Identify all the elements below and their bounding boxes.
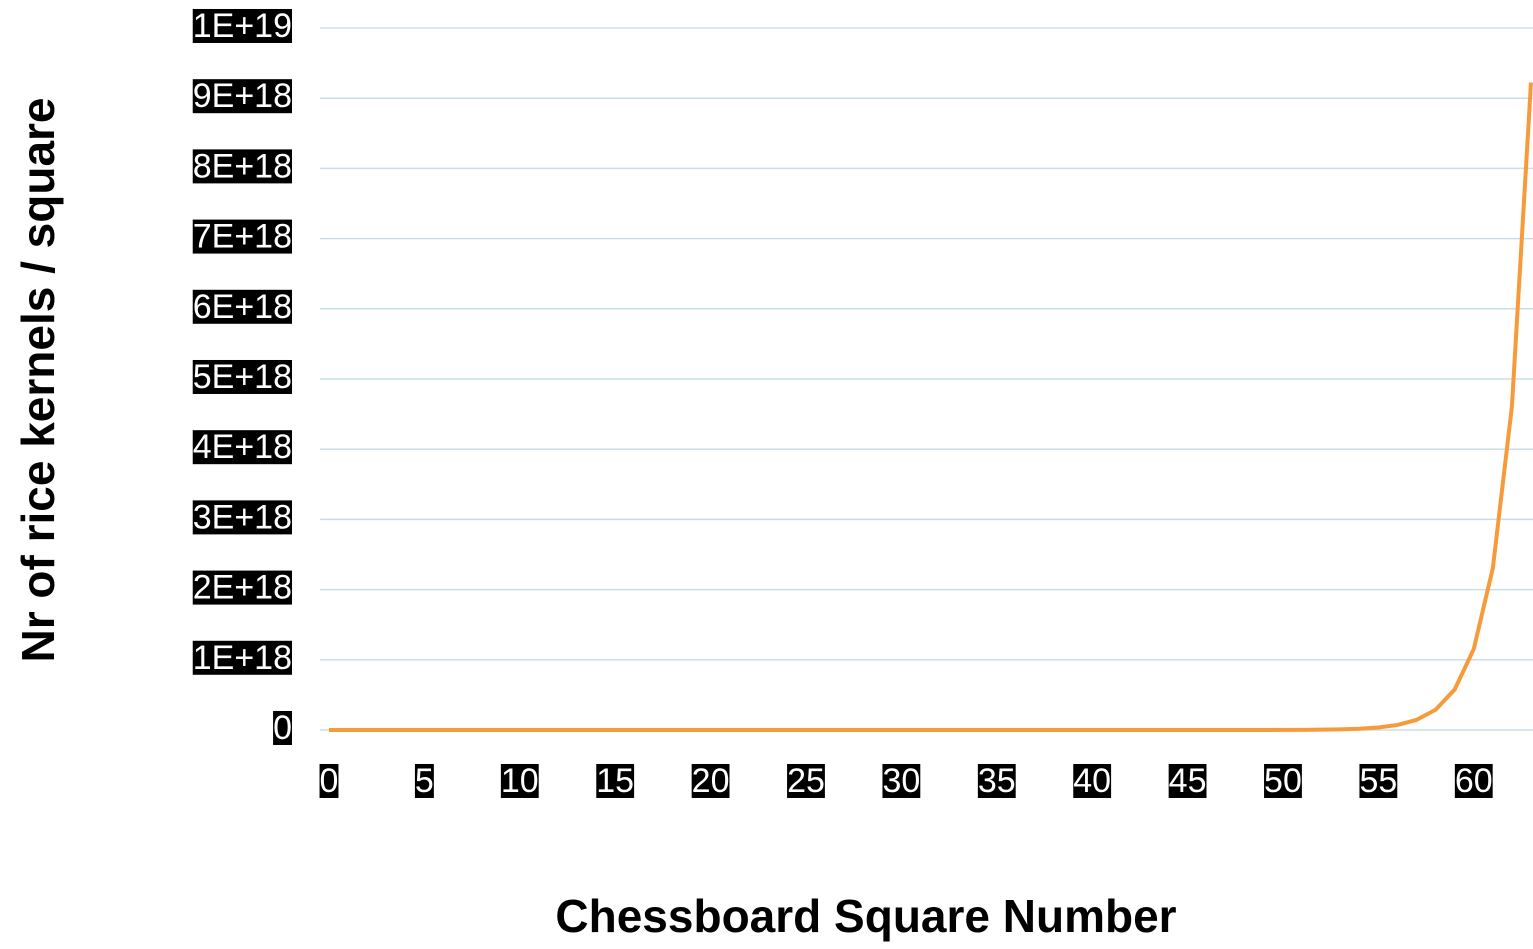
y-tick-label: 5E+18 xyxy=(193,358,292,396)
x-tick-label: 25 xyxy=(787,762,825,800)
y-tick-label-bg xyxy=(192,8,292,43)
y-tick-label: 1E+19 xyxy=(193,7,292,45)
x-tick-label-bg xyxy=(977,763,1016,798)
y-tick-label-bg xyxy=(192,79,292,114)
x-tick-label-bg xyxy=(1168,763,1207,798)
x-tick-label-bg xyxy=(1264,763,1302,798)
y-tick-label-bg xyxy=(192,289,292,324)
y-tick-label: 9E+18 xyxy=(193,77,292,115)
x-tick-label-bg xyxy=(787,763,825,798)
x-tick-label-bg xyxy=(500,763,539,798)
y-tick-label: 0 xyxy=(273,709,292,747)
y-tick-label-group: 2E+18 xyxy=(192,569,292,607)
x-tick-label-group: 60 xyxy=(1454,762,1493,800)
y-tick-label: 6E+18 xyxy=(193,288,292,326)
x-tick-label: 45 xyxy=(1169,762,1207,800)
x-tick-label-group: 20 xyxy=(691,762,730,800)
x-tick-label: 20 xyxy=(692,762,730,800)
y-tick-label-group: 9E+18 xyxy=(192,77,292,115)
y-tick-label-bg xyxy=(192,219,292,254)
y-tick-label-group: 4E+18 xyxy=(192,428,292,466)
x-tick-label: 50 xyxy=(1264,762,1302,800)
y-tick-label-group: 1E+19 xyxy=(192,7,292,45)
data-line xyxy=(329,82,1533,732)
y-tick-label: 8E+18 xyxy=(193,147,292,185)
x-tick-label: 0 xyxy=(320,762,339,800)
x-tick-label: 5 xyxy=(415,762,434,800)
x-tick-label-group: 15 xyxy=(596,762,635,800)
x-tick-label-group: 35 xyxy=(977,762,1016,800)
y-tick-label: 2E+18 xyxy=(193,569,292,607)
y-tick-label: 7E+18 xyxy=(193,218,292,256)
x-tick-label-bg xyxy=(1454,763,1493,798)
y-tick-label-group: 1E+18 xyxy=(192,639,292,677)
x-tick-label-group: 45 xyxy=(1168,762,1207,800)
x-tick-label-group: 25 xyxy=(787,762,825,800)
y-tick-label: 1E+18 xyxy=(193,639,292,677)
y-tick-label-bg xyxy=(192,640,292,675)
x-tick-label: 15 xyxy=(596,762,634,800)
y-tick-label: 4E+18 xyxy=(193,428,292,466)
x-tick-label-bg xyxy=(319,763,339,798)
x-tick-label-bg xyxy=(596,763,635,798)
x-tick-label-bg xyxy=(691,763,730,798)
y-tick-label-bg xyxy=(192,149,292,184)
y-tick-label-group: 3E+18 xyxy=(192,498,292,536)
x-tick-label-bg xyxy=(1073,763,1112,798)
y-tick-label: 3E+18 xyxy=(193,498,292,536)
y-tick-label-group: 0 xyxy=(273,709,292,747)
x-tick-label-group: 50 xyxy=(1264,762,1302,800)
x-tick-label-bg xyxy=(1359,763,1398,798)
y-axis-title: Nr of rice kernels / square xyxy=(12,97,64,662)
y-tick-label-group: 7E+18 xyxy=(192,218,292,256)
x-tick-label: 35 xyxy=(978,762,1016,800)
x-tick-label-bg xyxy=(414,763,434,798)
x-tick-label-group: 5 xyxy=(414,762,434,800)
x-tick-label: 30 xyxy=(882,762,920,800)
y-tick-label-group: 5E+18 xyxy=(192,358,292,396)
y-tick-label-group: 6E+18 xyxy=(192,288,292,326)
y-tick-label-bg xyxy=(192,430,292,465)
x-tick-label-bg xyxy=(882,763,921,798)
x-tick-label-group: 10 xyxy=(500,762,539,800)
x-tick-label: 10 xyxy=(501,762,539,800)
x-tick-label-group: 55 xyxy=(1359,762,1398,800)
x-axis-title: Chessboard Square Number xyxy=(555,890,1176,942)
y-tick-label-bg xyxy=(273,710,292,745)
y-tick-label-bg xyxy=(192,359,292,394)
x-tick-label-group: 0 xyxy=(319,762,339,800)
x-tick-label: 40 xyxy=(1073,762,1111,800)
x-tick-label: 55 xyxy=(1359,762,1397,800)
x-tick-label: 60 xyxy=(1455,762,1493,800)
y-tick-label-group: 8E+18 xyxy=(192,147,292,185)
x-tick-label-group: 30 xyxy=(882,762,921,800)
y-tick-label-bg xyxy=(192,500,292,535)
y-tick-label-bg xyxy=(192,570,292,605)
x-tick-label-group: 40 xyxy=(1073,762,1112,800)
